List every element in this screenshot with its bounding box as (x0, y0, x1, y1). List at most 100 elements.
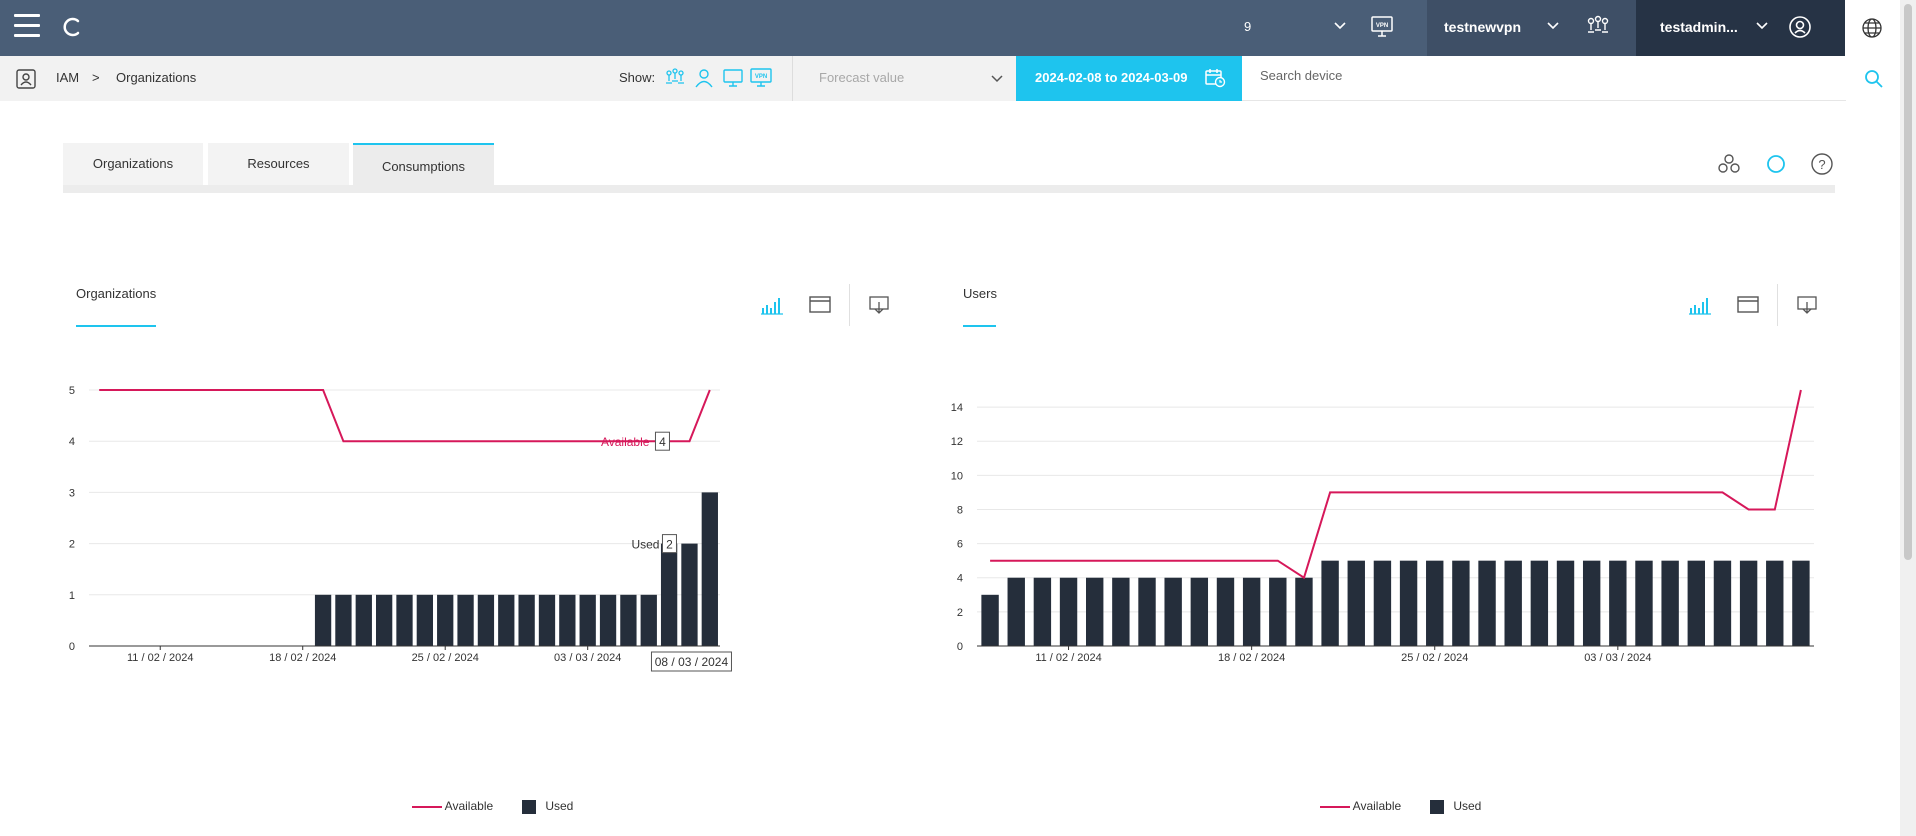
panel-title[interactable]: Organizations (76, 286, 157, 301)
breadcrumb-organizations: Organizations (116, 70, 197, 85)
user-profile-icon[interactable] (1788, 15, 1812, 39)
bar-used (375, 594, 393, 646)
chevron-down-icon (991, 75, 1003, 83)
legend-bar-swatch (522, 799, 536, 814)
calendar-clock-icon (1205, 69, 1226, 88)
hover-date-box (650, 651, 732, 672)
notification-count[interactable]: 9 (1244, 19, 1252, 34)
network-devices-icon[interactable] (1585, 14, 1611, 40)
breadcrumb-iam[interactable]: IAM (56, 70, 80, 85)
chevron-down-icon[interactable] (1332, 18, 1348, 34)
svg-text:?: ? (1818, 157, 1825, 172)
show-label: Show: (619, 70, 656, 85)
vpn-name: testnewvpn (1444, 19, 1522, 35)
bar-chart-icon[interactable] (760, 294, 784, 316)
hover-label-used: Used (631, 538, 659, 552)
bar-used (1609, 560, 1627, 646)
bar-used (396, 594, 413, 646)
user-menu[interactable]: testadmin... (1636, 0, 1845, 56)
show-vpn-icon[interactable]: VPN (750, 67, 772, 89)
bar-used (579, 594, 596, 646)
bar-used (1086, 577, 1104, 646)
bar-used (1112, 577, 1130, 646)
globe-icon (1862, 18, 1882, 38)
bar-used (1504, 560, 1522, 646)
search-device-input[interactable] (1260, 68, 1760, 83)
tab-organizations[interactable]: Organizations (63, 143, 203, 185)
tools-separator (1777, 284, 1778, 326)
svg-text:VPN: VPN (755, 74, 767, 80)
y-tick-label: 1 (69, 590, 75, 602)
bar-used (1373, 560, 1392, 646)
bar-used (660, 543, 678, 646)
bar-used (457, 594, 474, 646)
tab-consumptions[interactable]: Consumptions (353, 143, 494, 193)
bar-used (1190, 577, 1209, 646)
bar-used (1399, 560, 1418, 646)
panel-title[interactable]: Users (963, 286, 997, 301)
legend-available[interactable]: Available (1320, 799, 1401, 813)
hierarchy-icon[interactable] (1717, 152, 1741, 176)
x-tick-label: 03 / 03 / 2024 (554, 652, 621, 664)
hamburger-menu-icon[interactable] (14, 14, 40, 40)
vpn-selector[interactable]: testnewvpn (1427, 0, 1636, 56)
bar-used (477, 594, 495, 646)
x-tick-label: 25 / 02 / 2024 (412, 652, 479, 664)
scrollbar-thumb[interactable] (1904, 4, 1912, 560)
iam-home-icon[interactable] (15, 68, 37, 90)
legend-used[interactable]: Used (1429, 799, 1481, 814)
table-view-icon[interactable] (1736, 294, 1760, 316)
breadcrumb-separator: > (92, 70, 100, 85)
hover-value-box (661, 534, 677, 554)
date-range-picker[interactable]: 2024-02-08 to 2024-03-09 (1016, 56, 1242, 101)
download-icon[interactable] (1796, 294, 1818, 316)
search-icon (1865, 70, 1883, 88)
table-view-icon[interactable] (808, 294, 832, 316)
refresh-circle-icon[interactable] (1764, 152, 1788, 176)
bar-used (1687, 560, 1705, 646)
hover-value-available: 4 (659, 435, 666, 449)
bar-used (1321, 560, 1339, 646)
language-selector[interactable] (1845, 0, 1900, 56)
bar-used (1530, 560, 1549, 646)
y-tick-label: 8 (957, 504, 963, 516)
search-button[interactable] (1846, 56, 1900, 101)
show-user-icon[interactable] (693, 67, 715, 89)
line-available (99, 389, 711, 443)
bar-used (1713, 560, 1732, 646)
legend-label: Used (545, 799, 574, 813)
bar-used (498, 594, 515, 646)
bar-chart-icon[interactable] (1688, 294, 1712, 316)
bar-used (1766, 560, 1784, 646)
y-tick-label: 2 (957, 607, 963, 619)
forecast-select[interactable]: Forecast value (792, 56, 1016, 101)
show-device-icon[interactable] (722, 67, 744, 89)
legend-available[interactable]: Available (412, 799, 493, 813)
show-network-icon[interactable] (664, 67, 686, 89)
bar-used (437, 594, 454, 646)
y-tick-label: 14 (951, 402, 963, 414)
x-tick-label: 11 / 02 / 2024 (1035, 652, 1101, 664)
y-tick-label: 3 (69, 487, 75, 499)
bar-used (538, 594, 556, 646)
svg-text:VPN: VPN (1376, 23, 1388, 29)
top-bar: 9 VPN testnewvpn testadmin... (0, 0, 1916, 56)
vertical-scrollbar[interactable] (1900, 0, 1916, 836)
bar-used (1007, 577, 1025, 646)
legend-used[interactable]: Used (521, 799, 573, 814)
y-tick-label: 6 (957, 539, 963, 551)
legend-line-swatch (1320, 805, 1350, 808)
y-tick-label: 0 (957, 641, 963, 653)
vpn-monitor-icon[interactable]: VPN (1370, 15, 1394, 39)
sub-bar: IAM > Organizations Show: VPN Forecast v… (0, 56, 1900, 101)
legend-label: Available (444, 799, 494, 813)
bar-used (1216, 577, 1235, 646)
bar-used (1033, 577, 1052, 646)
legend-label: Available (1352, 799, 1402, 813)
download-icon[interactable] (868, 294, 890, 316)
app-logo-icon[interactable] (62, 16, 84, 38)
tab-resources[interactable]: Resources (208, 143, 349, 185)
bar-used (1739, 560, 1758, 646)
help-icon[interactable]: ? (1810, 152, 1834, 176)
line-available (990, 389, 1802, 580)
